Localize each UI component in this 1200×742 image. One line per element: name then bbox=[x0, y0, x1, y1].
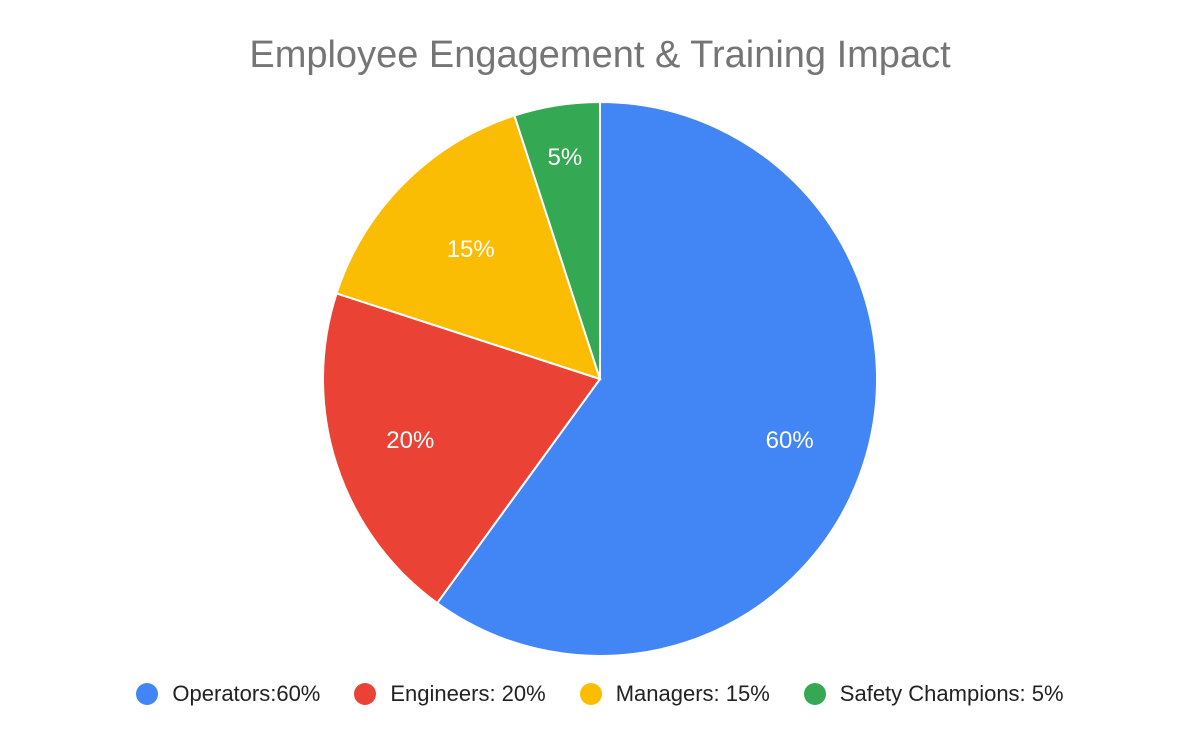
legend-label: Engineers: 20% bbox=[390, 681, 546, 706]
slice-label-operators: 60% bbox=[766, 427, 814, 454]
legend-swatch-icon bbox=[354, 683, 377, 705]
legend-swatch-icon bbox=[136, 683, 159, 705]
legend-item-engineers[interactable]: Engineers: 20% bbox=[354, 681, 546, 707]
pie-slice-operators bbox=[435, 100, 878, 657]
legend-swatch-icon bbox=[579, 683, 602, 705]
legend-label: Managers: 15% bbox=[615, 681, 770, 706]
legend-label: Safety Champions: 5% bbox=[839, 681, 1064, 706]
legend-swatch-icon bbox=[803, 683, 826, 705]
pie-slice-safety-champions bbox=[513, 100, 601, 380]
legend-label: Operators:60% bbox=[172, 681, 321, 706]
slice-label-engineers: 20% bbox=[386, 427, 434, 454]
pie-slice-managers bbox=[335, 114, 602, 381]
pie-slice-engineers bbox=[322, 292, 602, 605]
legend: Operators:60% Engineers: 20% Managers: 15%… bbox=[0, 674, 1200, 714]
legend-item-operators[interactable]: Operators:60% bbox=[136, 681, 320, 707]
chart-title: Employee Engagement & Training Impact bbox=[249, 34, 951, 76]
legend-item-managers[interactable]: Managers: 15% bbox=[579, 681, 770, 707]
slice-label-safety-champions: 5% bbox=[548, 144, 583, 171]
legend-item-safety-champions[interactable]: Safety Champions: 5% bbox=[803, 681, 1064, 707]
slice-label-managers: 15% bbox=[447, 236, 495, 263]
